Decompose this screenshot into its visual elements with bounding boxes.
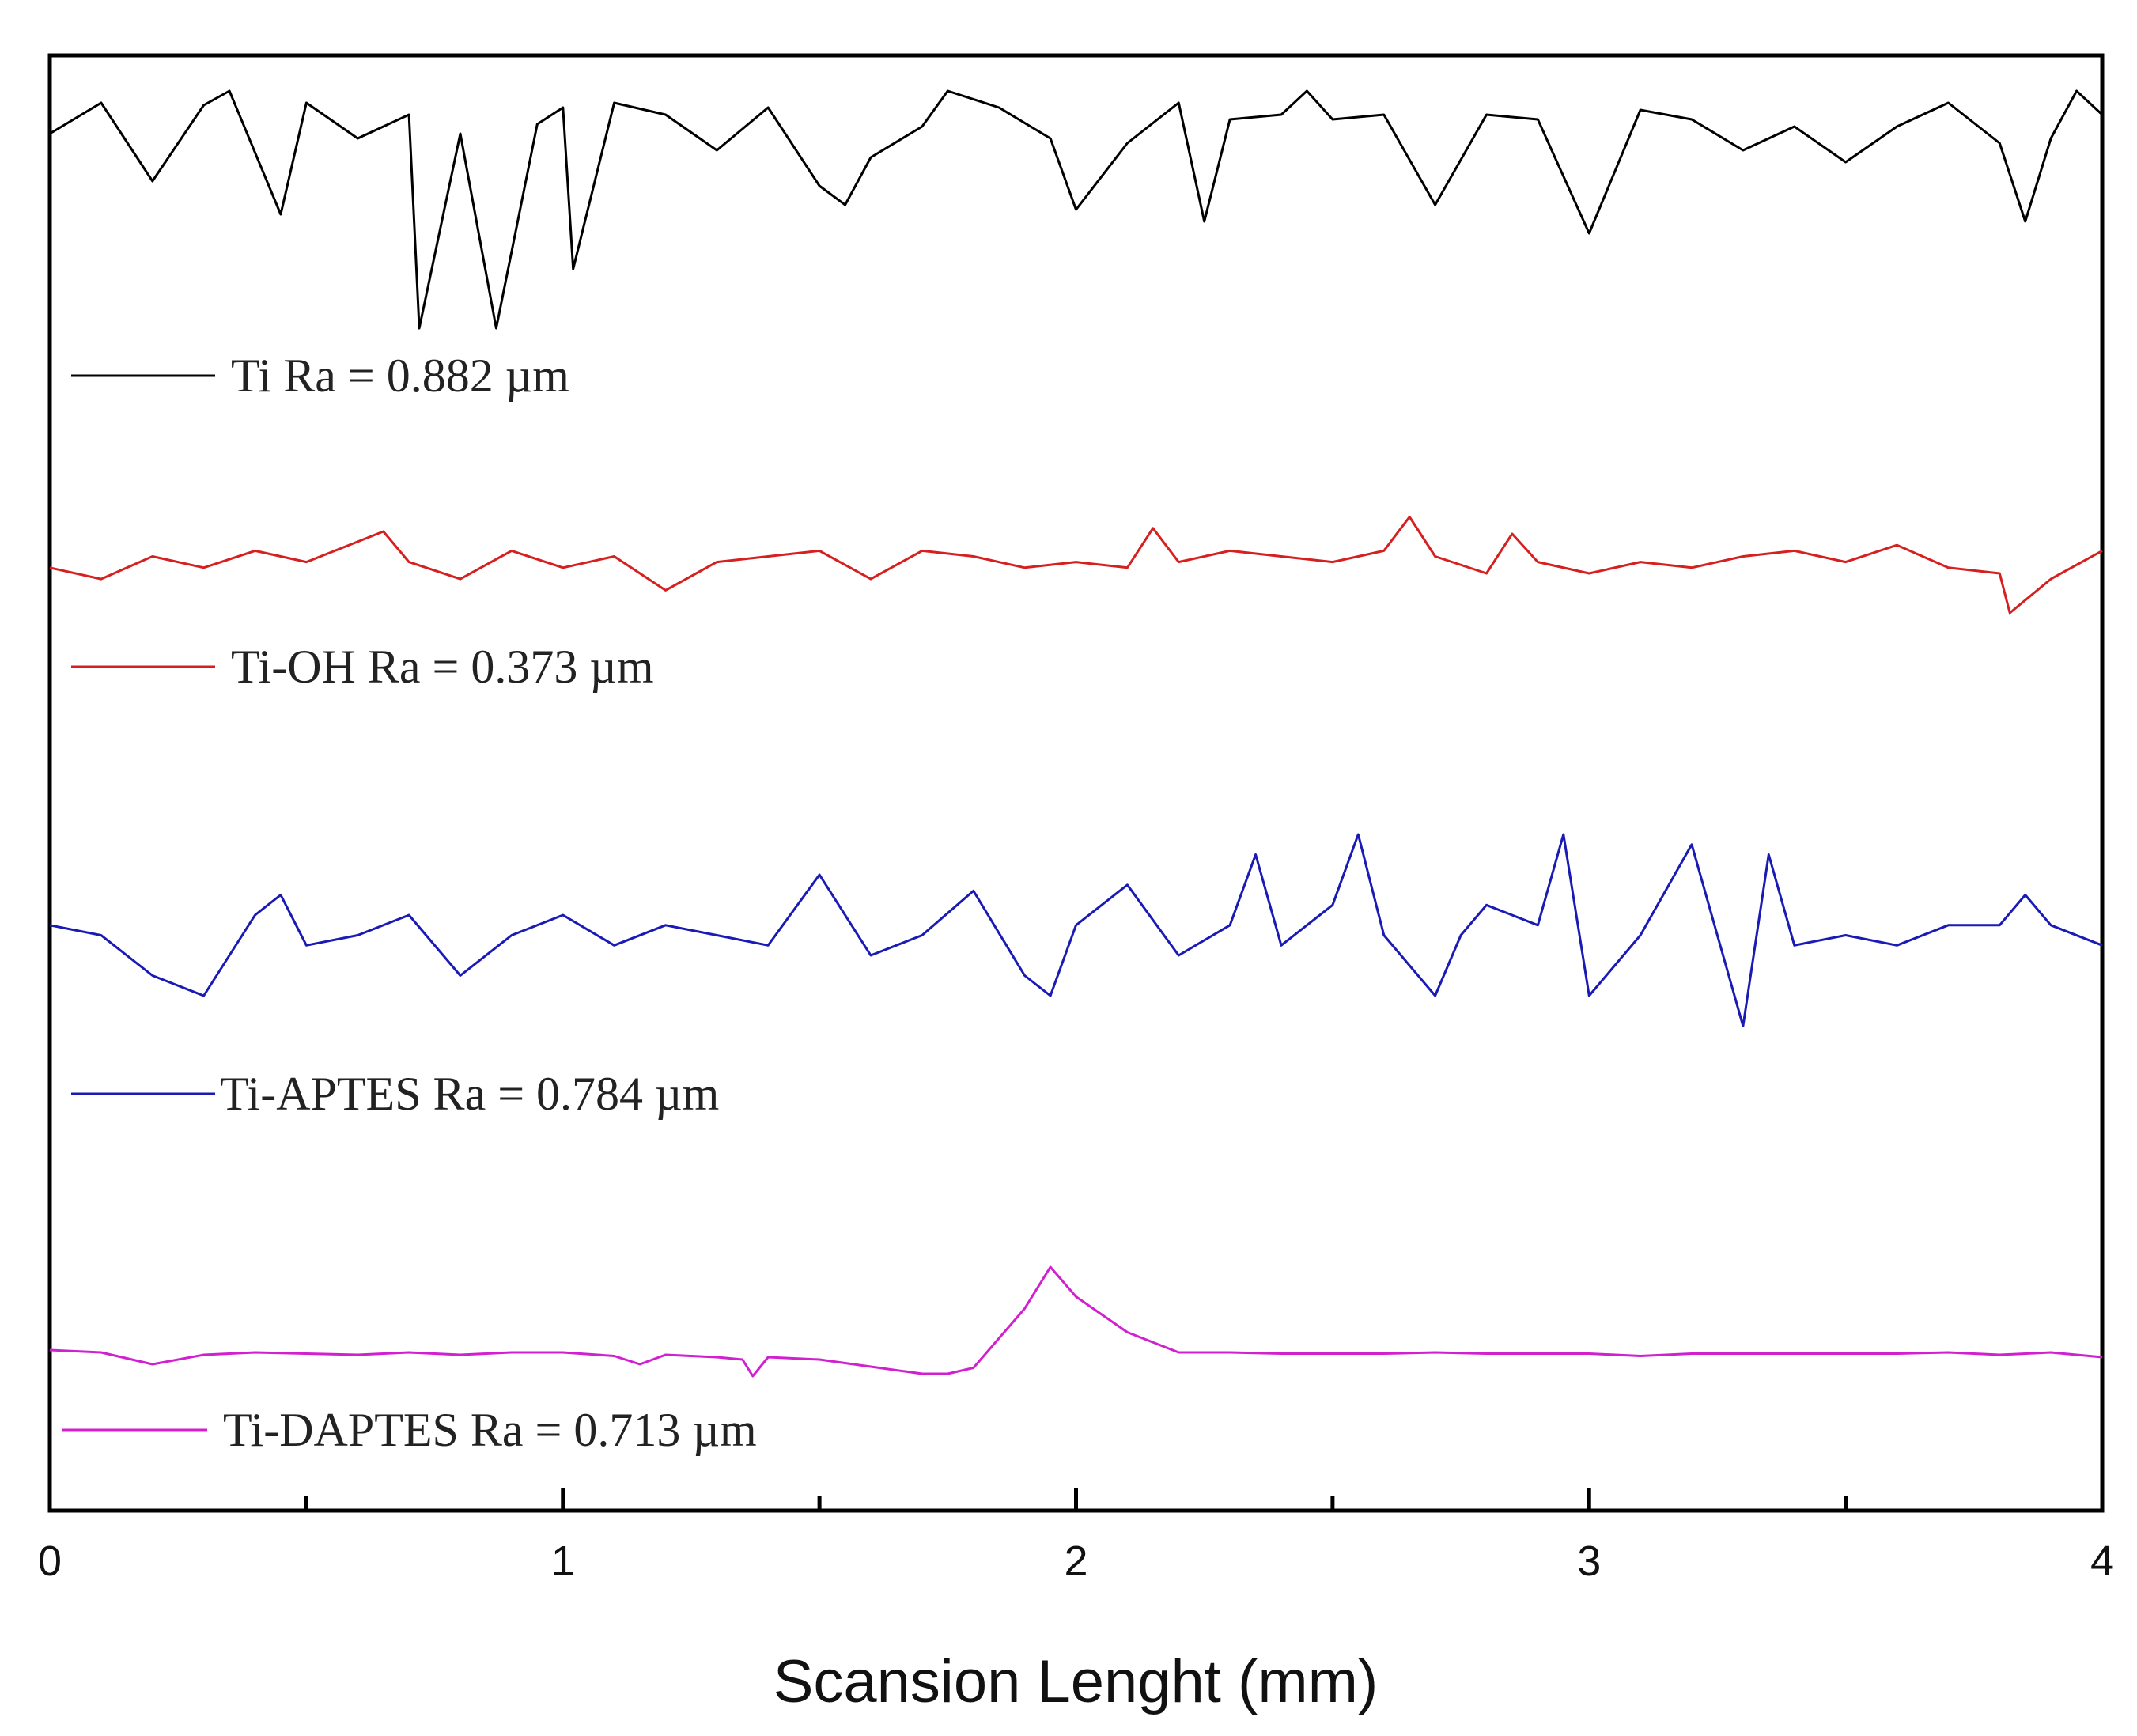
x-tick-label: 4 [2090,1537,2114,1585]
legend-layer: Ti Ra = 0.882 µm Ti-OH Ra = 0.373 µm Ti-… [62,350,757,1456]
plot-frame [47,53,2105,1513]
legend-label-ti: Ti Ra = 0.882 µm [231,350,569,402]
trace-ti [49,89,2104,330]
x-axis: 0 1 2 3 4 [38,1488,2114,1585]
x-tick-label: 1 [551,1537,575,1585]
legend-label-ti-oh: Ti-OH Ra = 0.373 µm [231,641,654,693]
x-tick-label: 2 [1064,1537,1087,1585]
x-axis-title: Scansion Lenght (mm) [773,1648,1379,1715]
x-tick-label: 3 [1577,1537,1601,1585]
legend-label-ti-daptes: Ti-DAPTES Ra = 0.713 µm [223,1404,757,1456]
trace-ti-daptes [49,1265,2103,1378]
x-tick-label: 0 [38,1537,62,1585]
trace-ti-oh [49,516,2103,615]
trace-ti-aptes [49,833,2103,1027]
legend-label-ti-aptes: Ti-APTES Ra = 0.784 µm [220,1068,719,1120]
traces-layer [49,89,2104,1378]
